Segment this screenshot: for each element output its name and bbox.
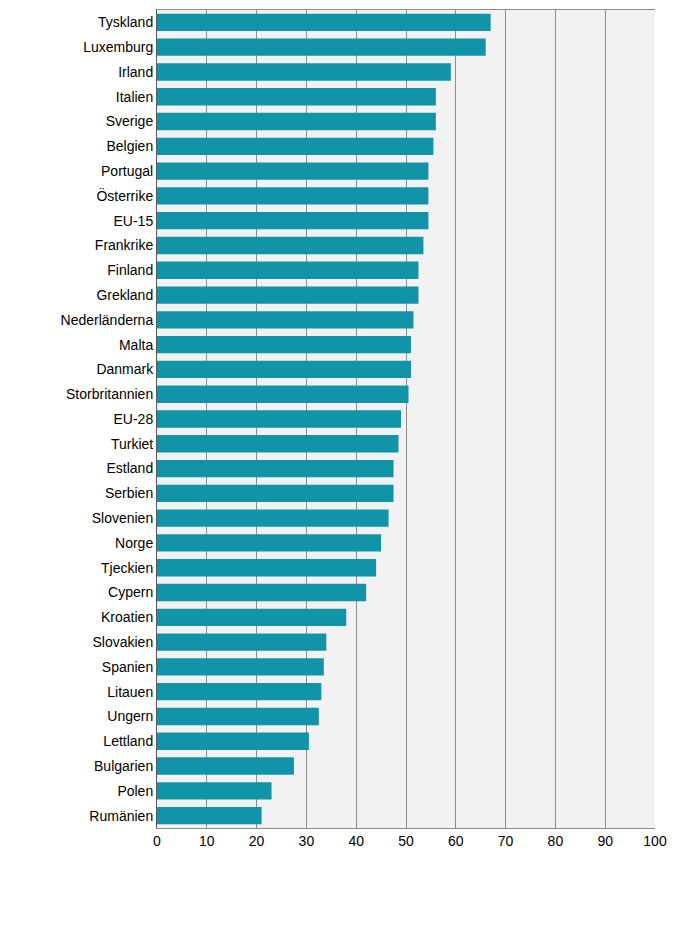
svg-text:Serbien: Serbien [105,485,153,501]
svg-text:Finland: Finland [107,262,153,278]
svg-text:Nederländerna: Nederländerna [61,312,154,328]
svg-text:Slovakien: Slovakien [92,634,153,650]
svg-text:70: 70 [498,833,514,849]
svg-text:Irland: Irland [118,64,153,80]
svg-text:Tyskland: Tyskland [98,14,153,30]
svg-text:Luxemburg: Luxemburg [83,39,153,55]
svg-text:Belgien: Belgien [106,138,153,154]
svg-text:Frankrike: Frankrike [95,237,154,253]
svg-text:Litauen: Litauen [107,684,153,700]
svg-text:Danmark: Danmark [96,361,154,377]
svg-text:80: 80 [548,833,564,849]
svg-text:Sverige: Sverige [106,113,154,129]
svg-text:Storbritannien: Storbritannien [66,386,153,402]
svg-text:Kroatien: Kroatien [101,609,153,625]
svg-text:30: 30 [299,833,315,849]
svg-text:Tjeckien: Tjeckien [101,560,153,576]
svg-text:0: 0 [153,833,161,849]
svg-text:Rumänien: Rumänien [89,808,153,824]
svg-text:Norge: Norge [115,535,153,551]
svg-text:20: 20 [249,833,265,849]
svg-text:EU-15: EU-15 [114,213,154,229]
svg-text:Turkiet: Turkiet [111,436,153,452]
svg-text:10: 10 [199,833,215,849]
svg-text:Spanien: Spanien [102,659,153,675]
svg-text:Polen: Polen [117,783,153,799]
svg-text:Slovenien: Slovenien [92,510,154,526]
svg-text:Estland: Estland [106,460,153,476]
svg-text:Grekland: Grekland [96,287,153,303]
svg-text:60: 60 [448,833,464,849]
svg-text:Ungern: Ungern [107,708,153,724]
svg-text:Malta: Malta [119,337,153,353]
svg-text:EU-28: EU-28 [114,411,154,427]
svg-text:Lettland: Lettland [103,733,153,749]
svg-text:Bulgarien: Bulgarien [94,758,153,774]
svg-text:90: 90 [597,833,613,849]
svg-text:50: 50 [398,833,414,849]
svg-text:100: 100 [643,833,667,849]
svg-text:Portugal: Portugal [101,163,153,179]
svg-text:Italien: Italien [116,89,153,105]
svg-text:40: 40 [348,833,364,849]
svg-text:Österrike: Österrike [96,187,153,204]
svg-text:Cypern: Cypern [108,584,153,600]
